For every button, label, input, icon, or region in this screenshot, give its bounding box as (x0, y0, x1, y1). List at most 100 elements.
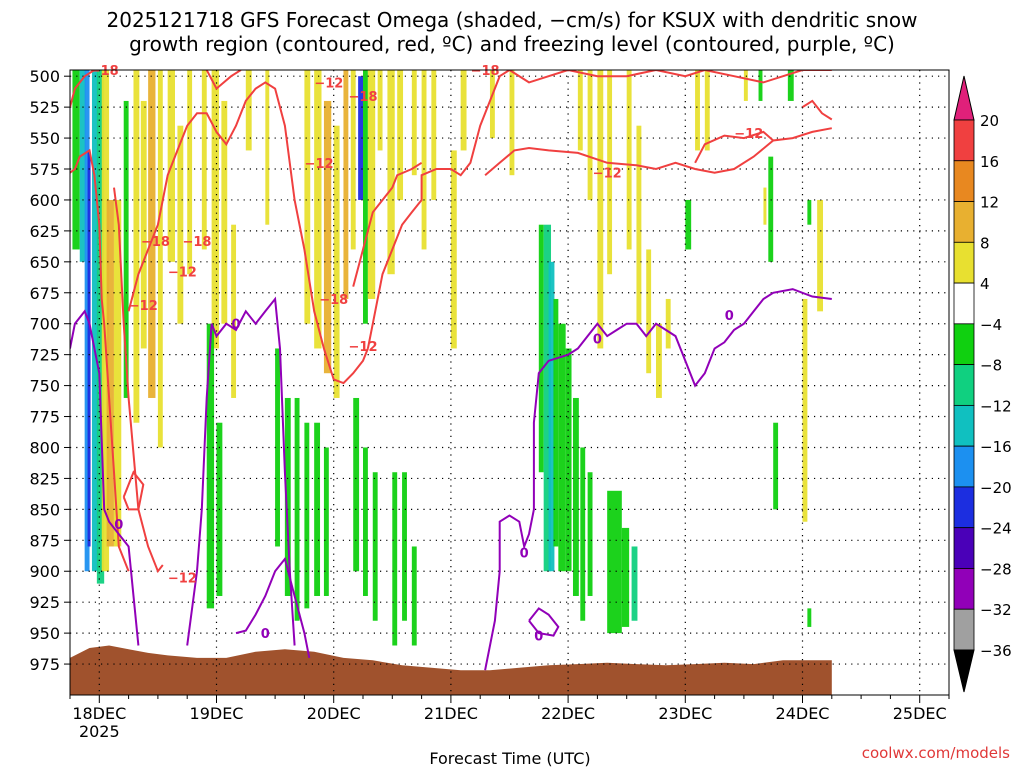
y-tick-label: 975 (29, 655, 60, 674)
omega-band (133, 70, 140, 423)
y-tick-label: 850 (29, 500, 60, 519)
contour-label: −12 (314, 76, 343, 91)
y-tick-label: 925 (29, 593, 60, 612)
colorbar-label: −32 (980, 601, 1012, 619)
omega-band (768, 156, 774, 262)
omega-band (323, 447, 329, 596)
y-tick-label: 900 (29, 562, 60, 581)
colorbar-label: −20 (980, 479, 1012, 497)
terrain (70, 645, 832, 695)
omega-band (392, 472, 398, 646)
dgz-contour (205, 70, 242, 91)
colorbar-bottom-arrow (953, 649, 975, 693)
credit-text[interactable]: coolwx.com/models (861, 744, 1010, 762)
colorbar-label: 16 (980, 153, 999, 171)
dgz-contour (127, 81, 369, 385)
grid-lines (70, 70, 949, 695)
omega-band (558, 323, 566, 572)
colorbar-swatch (953, 527, 975, 569)
omega-band (211, 70, 219, 349)
omega-band (304, 422, 310, 609)
contour-label: −12 (168, 266, 197, 281)
dgz-contour (70, 70, 95, 108)
omega-band (377, 70, 383, 151)
x-tick-label: 20DEC (307, 704, 361, 723)
omega-band (367, 70, 376, 299)
omega-band (187, 70, 193, 275)
y-tick-label: 675 (29, 284, 60, 303)
x-axis: 18DEC 19DEC 20DEC 21DEC 22DEC 23DEC 24DEC 25DEC… (69, 695, 950, 741)
y-tick-label: 600 (29, 191, 60, 210)
omega-band (91, 70, 98, 572)
omega-band (106, 199, 114, 547)
y-tick-label: 550 (29, 129, 60, 148)
freezing-contour (235, 556, 311, 659)
x-tick-label: 22DEC (541, 704, 595, 723)
omega-band (101, 70, 110, 572)
omega-band (460, 70, 467, 151)
y-tick-label: 825 (29, 469, 60, 488)
omega-band (343, 70, 349, 299)
freezing-contour (528, 607, 560, 637)
omega-band (553, 298, 559, 547)
omega-band (597, 70, 604, 349)
omega-band (631, 546, 638, 621)
omega-band (294, 397, 300, 621)
dgz-contours (70, 70, 833, 574)
colorbar-swatch (953, 404, 975, 447)
omega-band (221, 100, 228, 324)
omega-band (421, 70, 427, 250)
contour-label: −18 (319, 293, 348, 308)
omega-band (704, 70, 710, 151)
omega-band (773, 422, 779, 510)
omega-band (363, 70, 368, 324)
omega-band (685, 199, 692, 250)
omega-band (157, 70, 163, 448)
x-tick-label: 21DEC (424, 704, 478, 723)
contour-label: 0 (520, 547, 529, 562)
dgz-contour (366, 70, 511, 349)
omega-band (314, 422, 321, 596)
y-tick-label: 725 (29, 346, 60, 365)
contour-label: −18 (349, 90, 378, 105)
contour-label: −12 (305, 157, 334, 172)
omega-band (665, 298, 671, 349)
omega-band (538, 224, 544, 473)
omega-band (489, 70, 495, 139)
omega-band (450, 150, 457, 349)
omega-band (802, 298, 808, 522)
chart-title-line2: growth region (contoured, red, ºC) and f… (129, 32, 895, 56)
omega-band (572, 397, 579, 596)
omega-band (587, 70, 593, 200)
omega-band (206, 323, 215, 609)
omega-band (113, 199, 122, 547)
omega-band (304, 70, 311, 324)
omega-band (358, 76, 363, 200)
omega-band (411, 546, 417, 646)
freezing-contour (186, 296, 296, 646)
colorbar-swatch (953, 282, 975, 325)
contour-label: 0 (534, 630, 543, 645)
colorbar-label: −36 (980, 642, 1012, 660)
omega-band (231, 224, 237, 398)
colorbar-swatch (953, 323, 975, 366)
omega-band (411, 70, 417, 176)
omega-band (817, 199, 824, 312)
y-tick-label: 650 (29, 253, 60, 272)
y-tick-label: 525 (29, 98, 60, 117)
omega-band (387, 70, 395, 275)
omega-band (177, 125, 184, 324)
contour-label: 0 (114, 518, 123, 533)
omega-band (807, 608, 812, 627)
omega-band (807, 199, 812, 225)
contour-label: 0 (725, 309, 734, 324)
colorbar-top-arrow (953, 75, 975, 121)
dgz-contour (70, 148, 130, 572)
omega-band (636, 125, 642, 324)
omega-band (96, 70, 105, 584)
dgz-contour (484, 127, 832, 176)
y-tick-label: 775 (29, 408, 60, 427)
x-tick-label: 23DEC (658, 704, 712, 723)
dgz-contour (694, 130, 774, 164)
